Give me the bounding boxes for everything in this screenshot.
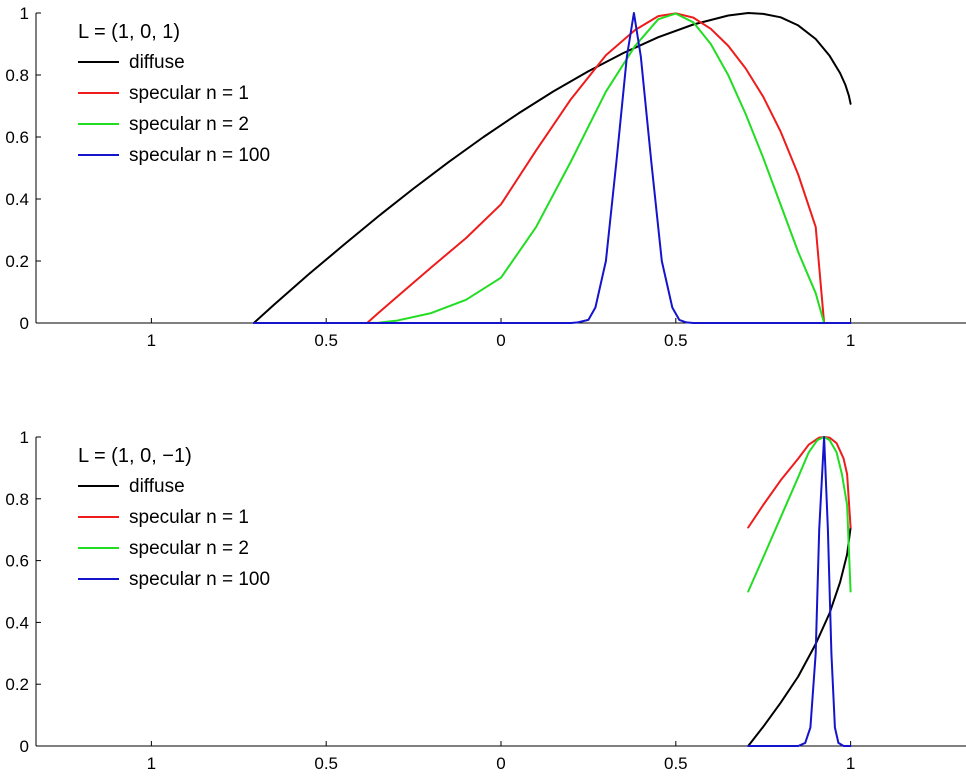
series-line-specular-n100 — [252, 12, 852, 324]
series-line-specular-n2 — [747, 436, 852, 593]
series-line-specular-n2 — [366, 12, 826, 324]
legend-entry-label: specular n = 2 — [129, 538, 249, 559]
y-tick-label: 1 — [20, 4, 29, 23]
x-tick-label: 0.5 — [664, 331, 688, 350]
legend-title: L = (1, 0, −1) — [78, 445, 192, 467]
x-tick-label: 1 — [147, 754, 156, 773]
legend-entry-label: specular n = 1 — [129, 507, 249, 528]
x-tick-label: 0 — [496, 331, 505, 350]
chart-panels: 0 0.2 0.4 0.6 0.8 1 1 0.5 0 0.5 1 L = (1, 0, 1) diff… — [5, 4, 966, 773]
x-tick-label: 1 — [846, 331, 855, 350]
series-line-specular-n1 — [366, 12, 826, 324]
legend-entry-label: specular n = 100 — [129, 569, 270, 590]
x-tick-label: 1 — [846, 754, 855, 773]
y-tick-label: 1 — [20, 428, 29, 447]
y-tick-label: 0.2 — [5, 675, 29, 694]
x-tick-label: 0.5 — [314, 331, 338, 350]
x-tick-label: 0.5 — [314, 754, 338, 773]
legend-entry-label: specular n = 1 — [129, 83, 249, 104]
legend-entry-label: diffuse — [129, 52, 185, 73]
legend-title: L = (1, 0, 1) — [78, 21, 180, 43]
y-tick-label: 0.6 — [5, 128, 29, 147]
chart-panel-2: 0 0.2 0.4 0.6 0.8 1 1 0.5 0 0.5 1 L = (1, 0, −1) dif… — [5, 428, 966, 773]
x-tick-label: 0 — [496, 754, 505, 773]
y-tick-label: 0.4 — [5, 613, 29, 632]
series-line-specular-n100 — [747, 436, 852, 747]
y-tick-label: 0 — [20, 737, 29, 756]
legend-entry-label: diffuse — [129, 476, 185, 497]
y-tick-label: 0 — [20, 314, 29, 333]
series-line-diffuse — [747, 526, 852, 747]
x-tick-label: 0.5 — [664, 754, 688, 773]
chart-panel-1: 0 0.2 0.4 0.6 0.8 1 1 0.5 0 0.5 1 L = (1, 0, 1) diff… — [5, 4, 966, 350]
legend-entry-label: specular n = 100 — [129, 145, 270, 166]
y-tick-label: 0.8 — [5, 66, 29, 85]
legend-entry-label: specular n = 2 — [129, 114, 249, 135]
series-line-diffuse — [252, 12, 852, 324]
y-tick-label: 0.2 — [5, 252, 29, 271]
y-tick-label: 0.8 — [5, 490, 29, 509]
x-tick-label: 1 — [147, 331, 156, 350]
y-tick-label: 0.4 — [5, 190, 29, 209]
y-tick-label: 0.6 — [5, 552, 29, 571]
